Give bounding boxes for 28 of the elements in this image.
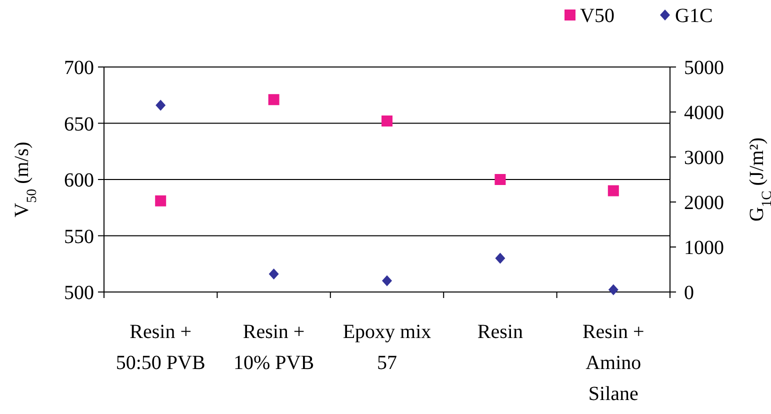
point xyxy=(608,284,618,296)
y2-tick-label: 5000 xyxy=(684,57,724,79)
y-tick-label: 600 xyxy=(64,170,94,192)
y-tick-label: 500 xyxy=(64,282,94,304)
y2-tick-label: 0 xyxy=(684,282,694,304)
point xyxy=(382,275,392,286)
point xyxy=(382,116,392,126)
point xyxy=(155,195,166,206)
legend-label: V50 xyxy=(580,5,614,27)
y-tick-label: 650 xyxy=(64,113,94,136)
point xyxy=(495,252,506,264)
y-tick-label: 700 xyxy=(64,57,94,79)
point xyxy=(268,268,279,280)
legend-label: G1C xyxy=(675,5,713,27)
x-tick-label: Resin xyxy=(477,321,523,343)
point xyxy=(156,100,166,111)
x-tick-label: Epoxy mix 57 xyxy=(342,321,432,374)
point xyxy=(608,185,619,196)
point xyxy=(268,94,280,106)
point xyxy=(494,174,506,185)
y2-tick-label: 1000 xyxy=(684,237,724,259)
x-tick-label: Resin + Amino Silane xyxy=(582,321,644,405)
x-tick-label: Resin + 10% PVB xyxy=(234,321,314,374)
y2-tick-label: 2000 xyxy=(684,192,724,214)
y2-tick-label: 3000 xyxy=(684,147,724,169)
y2-tick-label: 4000 xyxy=(684,102,724,124)
x-tick-label: Resin + 50:50 PVB xyxy=(116,321,206,374)
y-tick-label: 550 xyxy=(64,226,94,248)
